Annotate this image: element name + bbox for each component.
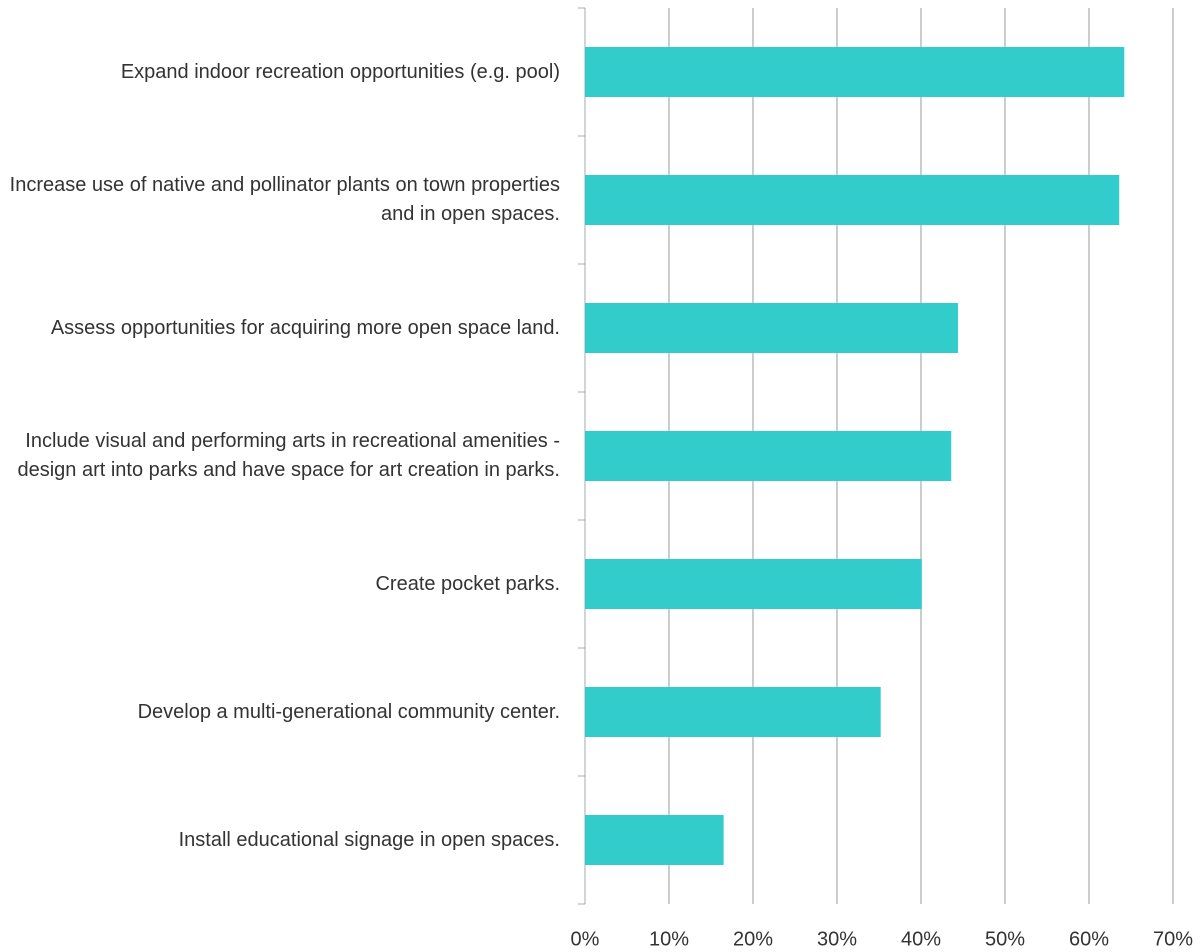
category-label: Develop a multi-generational community c… bbox=[137, 700, 560, 723]
bar bbox=[585, 175, 1120, 225]
bar bbox=[585, 687, 881, 737]
bar bbox=[585, 559, 922, 609]
x-tick-label: 0% bbox=[571, 928, 600, 950]
category-label: Install educational signage in open spac… bbox=[178, 828, 560, 851]
category-label: Increase use of native and pollinator pl… bbox=[9, 174, 560, 225]
x-tick-label: 10% bbox=[649, 928, 689, 950]
category-label: Create pocket parks. bbox=[375, 572, 560, 595]
x-tick-label: 70% bbox=[1153, 928, 1193, 950]
bar bbox=[585, 303, 958, 353]
x-tick-label: 40% bbox=[901, 928, 941, 950]
x-tick-label: 50% bbox=[985, 928, 1025, 950]
category-label: Include visual and performing arts in re… bbox=[17, 430, 560, 481]
category-label: Expand indoor recreation opportunities (… bbox=[120, 60, 560, 83]
category-label: Assess opportunities for acquiring more … bbox=[50, 316, 560, 339]
bar bbox=[585, 431, 952, 481]
x-tick-label: 20% bbox=[733, 928, 773, 950]
x-tick-label: 30% bbox=[817, 928, 857, 950]
bar bbox=[585, 815, 724, 865]
x-tick-label: 60% bbox=[1069, 928, 1109, 950]
bar bbox=[585, 47, 1125, 97]
